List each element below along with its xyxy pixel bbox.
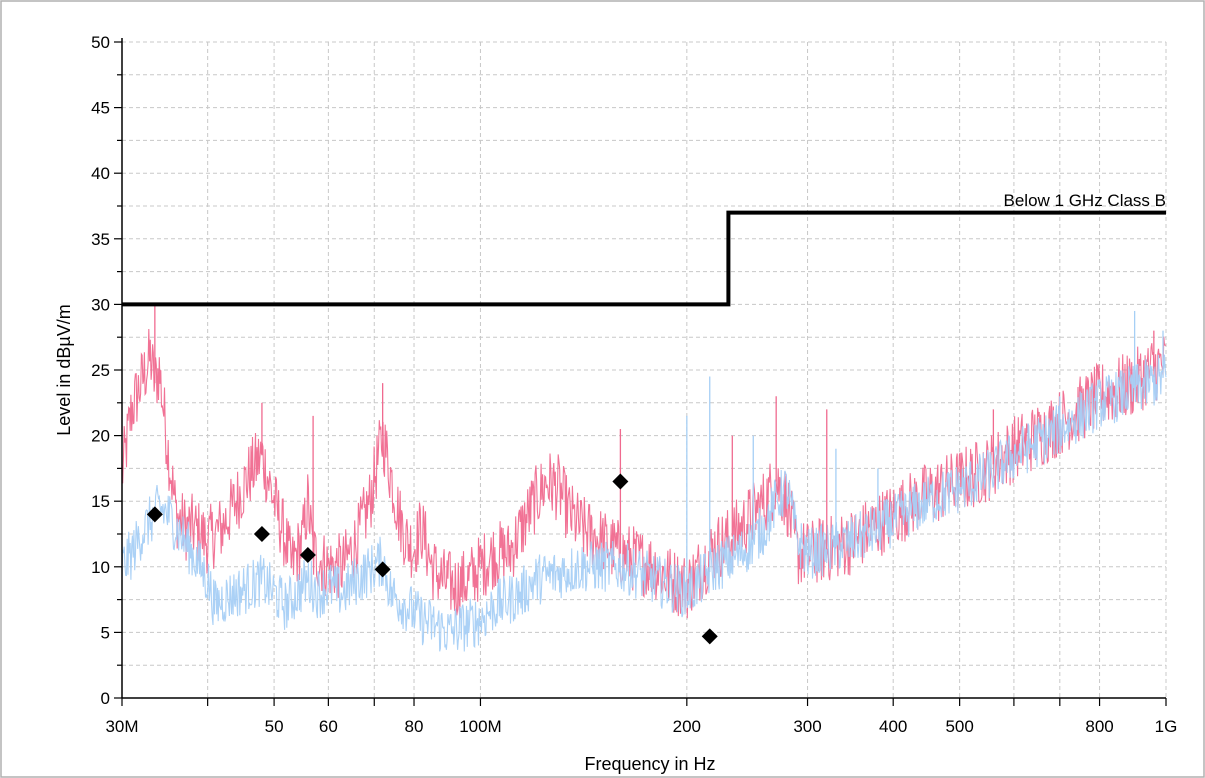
- x-tick-label: 400: [879, 717, 907, 736]
- y-tick-label: 35: [91, 230, 110, 249]
- x-tick-label: 1G: [1155, 717, 1178, 736]
- x-tick-label: 200: [673, 717, 701, 736]
- measurement-marker: [299, 546, 316, 563]
- x-tick-label: 80: [405, 717, 424, 736]
- axes: 0 5 10 15 20 25 30 35 40 45 50 30M 50 60 80 100M 200 300 4…: [91, 33, 1177, 736]
- y-axis-title: Level in dBµV/m: [54, 304, 74, 435]
- y-tick-label: 45: [91, 99, 110, 118]
- x-tick-label: 800: [1085, 717, 1113, 736]
- y-tick-label: 25: [91, 361, 110, 380]
- x-tick-label: 60: [319, 717, 338, 736]
- y-tick-label: 5: [101, 623, 110, 642]
- markers-group: [146, 473, 718, 645]
- y-tick-label: 0: [101, 689, 110, 708]
- series-peak-line: [121, 328, 1167, 619]
- series-qp-line: [121, 354, 1167, 652]
- x-tick-label: 100M: [459, 717, 502, 736]
- limit-line: [122, 210, 1166, 307]
- series-group: [121, 304, 1167, 652]
- y-tick-label: 40: [91, 164, 110, 183]
- measurement-marker: [701, 628, 718, 645]
- y-tick-label: 30: [91, 295, 110, 314]
- y-tick-label: 50: [91, 33, 110, 52]
- measurement-marker: [146, 506, 163, 523]
- x-tick-label: 50: [265, 717, 284, 736]
- y-tick-label: 15: [91, 492, 110, 511]
- measurement-marker: [612, 473, 629, 490]
- y-tick-label: 10: [91, 558, 110, 577]
- measurement-marker: [253, 526, 270, 542]
- x-axis-title: Frequency in Hz: [584, 754, 715, 774]
- y-tick-label: 20: [91, 427, 110, 446]
- x-tick-label: 30M: [105, 717, 138, 736]
- measurement-marker: [374, 561, 391, 578]
- x-tick-label: 300: [793, 717, 821, 736]
- limit-line-label: Below 1 GHz Class B: [1004, 191, 1167, 210]
- x-tick-label: 500: [945, 717, 973, 736]
- limit-line-group: [122, 210, 1166, 307]
